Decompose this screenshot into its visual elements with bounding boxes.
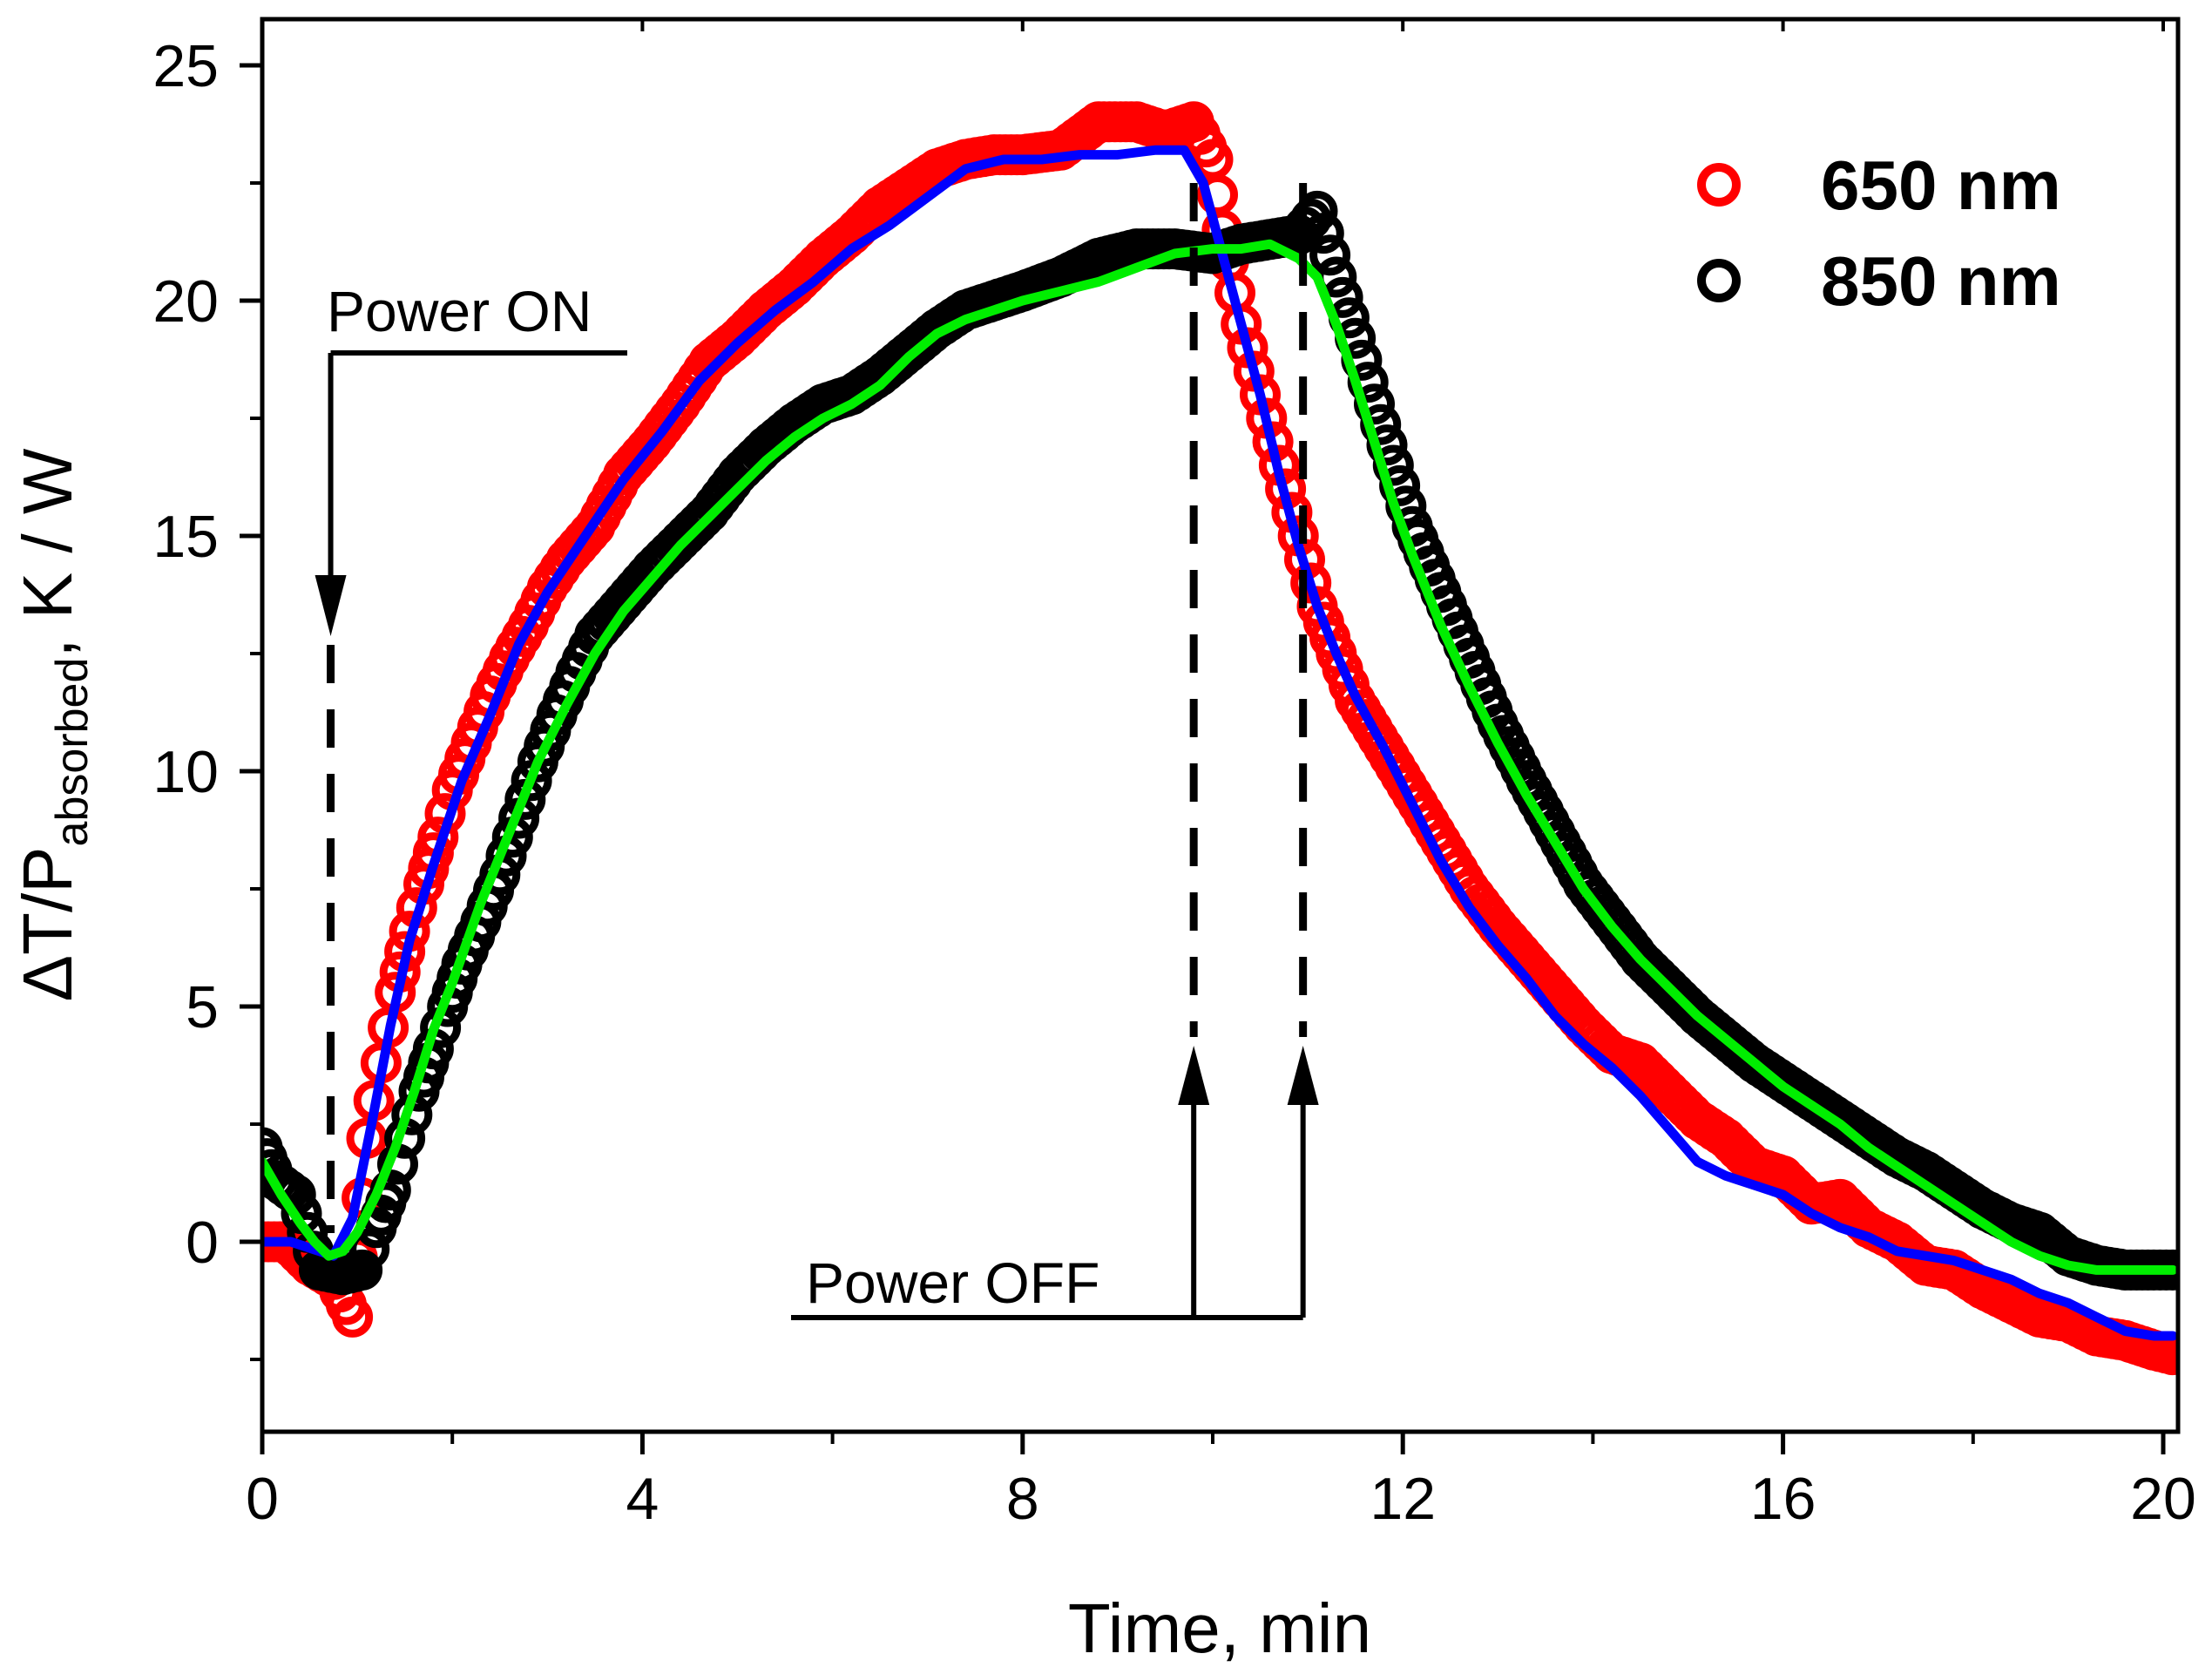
plot-frame xyxy=(260,17,2181,1434)
fit-line-0 xyxy=(262,145,2178,1341)
point-850-nm xyxy=(348,1228,390,1270)
x-axis-title: Time, min xyxy=(1068,1589,1371,1667)
y-tick-label-20: 20 xyxy=(152,268,219,335)
power-on-label: Power ON xyxy=(327,279,592,343)
point-650-nm xyxy=(332,1296,374,1338)
x-tick-label-12: 12 xyxy=(1370,1466,1436,1532)
point-850-nm xyxy=(1302,213,1344,254)
legend: 650 nm 850 nm xyxy=(1697,146,2061,320)
y-axis-title-subscript: absorbed xyxy=(47,658,98,847)
point-850-nm xyxy=(511,760,552,802)
y-tick-label-0: 0 xyxy=(186,1210,219,1276)
x-tick-label-0: 0 xyxy=(246,1466,279,1532)
series-850-nm xyxy=(262,190,2178,1296)
point-850-nm xyxy=(342,1249,383,1291)
fit-line-1 xyxy=(262,239,2178,1275)
y-axis-title-main: ΔT/P xyxy=(9,846,86,1001)
power-off-arrowhead-0 xyxy=(1178,1046,1210,1105)
x-tick-label-20: 20 xyxy=(2130,1466,2196,1532)
y-tick-label-10: 10 xyxy=(152,739,219,805)
power-on-arrowhead xyxy=(315,575,347,636)
y-tick-label-15: 15 xyxy=(152,504,219,570)
legend-marker-650nm xyxy=(1697,163,1741,207)
annotations-layer xyxy=(315,183,1319,1320)
legend-label-650nm: 650 nm xyxy=(1821,146,2061,224)
power-off-label: Power OFF xyxy=(806,1250,1099,1315)
y-axis-title-units: , K / W xyxy=(9,448,86,657)
y-axis-title: ΔT/Pabsorbed, K / W xyxy=(9,448,98,1001)
power-off-arrowhead-1 xyxy=(1287,1046,1319,1105)
y-tick-label-25: 25 xyxy=(152,33,219,99)
legend-marker-850nm xyxy=(1697,259,1741,302)
y-tick-label-5: 5 xyxy=(186,974,219,1040)
axes-layer: 0 4 8 12 16 20 0 5 10 15 20 25 xyxy=(152,19,2196,1532)
x-tick-label-8: 8 xyxy=(1006,1466,1039,1532)
x-tick-label-16: 16 xyxy=(1750,1466,1816,1532)
x-tick-label-4: 4 xyxy=(626,1466,659,1532)
point-850-nm xyxy=(1309,234,1351,276)
fit-lines-layer xyxy=(262,145,2178,1341)
legend-label-850nm: 850 nm xyxy=(1821,242,2061,320)
